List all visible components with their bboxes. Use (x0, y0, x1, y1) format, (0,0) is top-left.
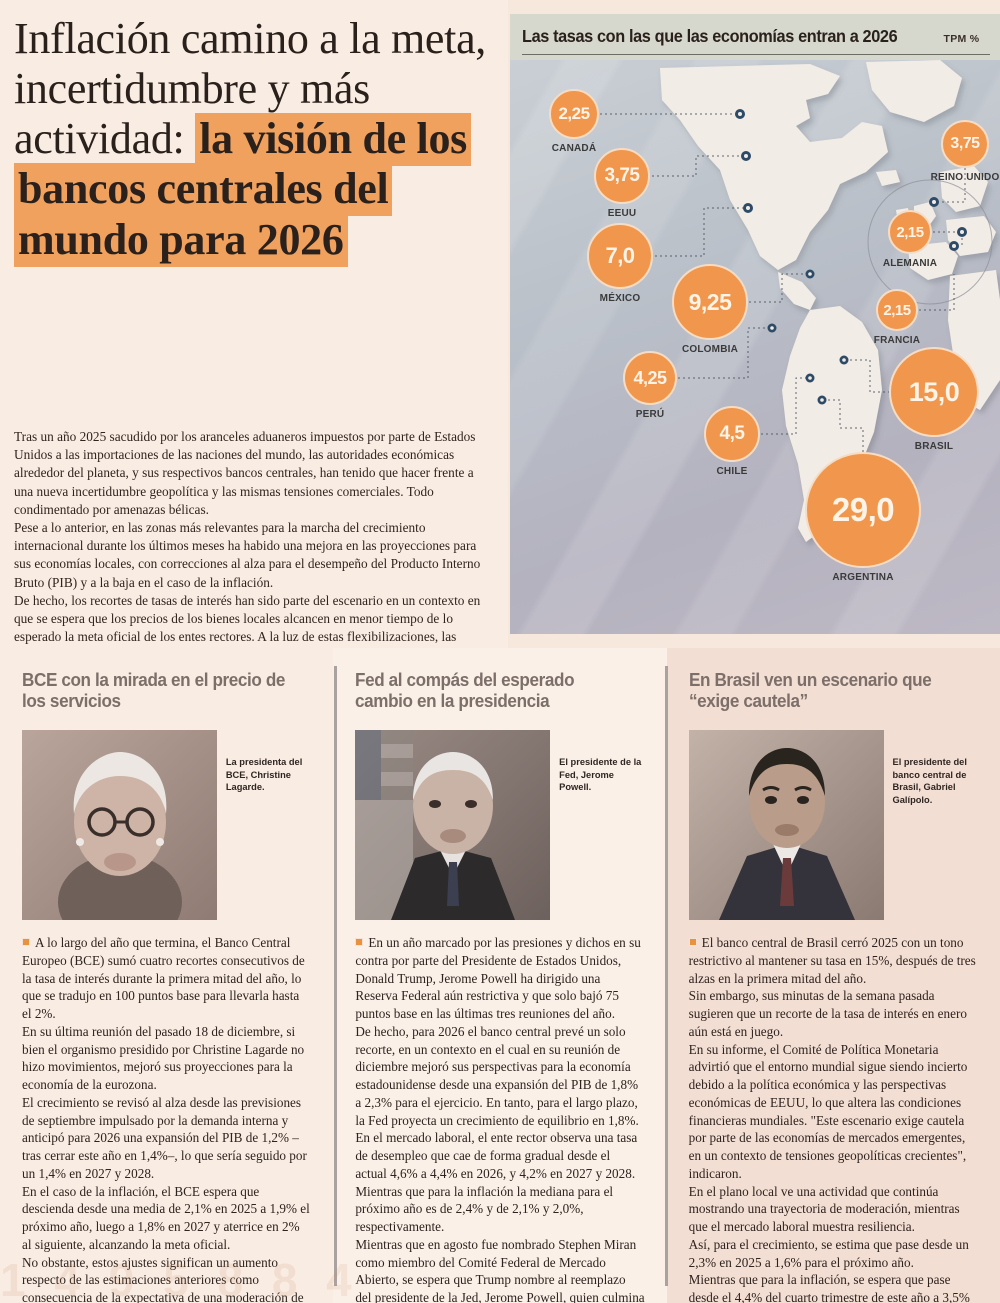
column-body: En un año marcado por las presiones y di… (355, 934, 645, 1303)
map-header: Las tasas con las que las economías entr… (510, 14, 1000, 60)
body-paragraph: Así, para el crecimiento, se estima que … (688, 1236, 969, 1270)
rate-bubble-label: BRASIL (914, 441, 954, 452)
page-title: Inflación camino a la meta, incertidumbr… (14, 14, 492, 267)
rate-bubble-colombia: 9,25 (672, 264, 748, 340)
headline-plain: Inflación camino a la meta, incertidumbr… (14, 14, 487, 164)
body-paragraph: En su informe, el Comité de Política Mon… (688, 1041, 968, 1181)
rate-bubble-canadá: 2,25 (549, 89, 599, 139)
rate-bubble-label: MÉXICO (599, 293, 641, 304)
column-divider (334, 666, 337, 1286)
column-title: En Brasil ven un escenario que “exige ca… (688, 670, 932, 712)
rate-bubble-alemania: 2,15 (888, 210, 932, 254)
intro-paragraph: Tras un año 2025 sacudido por los arance… (14, 429, 476, 517)
body-paragraph: En su última reunión del pasado 18 de di… (22, 1023, 305, 1092)
body-paragraph: De hecho, para 2026 el banco central pre… (355, 1023, 639, 1128)
portrait-galipolo (688, 730, 884, 920)
article-column-brasil: En Brasil ven un escenario que “exige ca… (666, 648, 1000, 1303)
portrait-lagarde (22, 730, 217, 920)
intro-text: Tras un año 2025 sacudido por los arance… (14, 428, 494, 698)
rate-bubble-méxico: 7,0 (587, 223, 653, 289)
rate-bubble-label: ARGENTINA (832, 572, 894, 583)
europe-detail-circle (867, 179, 993, 305)
photo-row: La presidenta del BCE, Christine Lagarde… (22, 730, 311, 920)
rate-bubble-label: FRANCIA (873, 335, 921, 346)
body-paragraph: No obstante, estos ajustes significan un… (22, 1254, 304, 1303)
photo-caption: El presidente del banco central de Brasi… (892, 757, 967, 805)
map-unit-label: TPM % (943, 33, 980, 45)
rate-bubble-label: REINO UNIDO (930, 172, 1000, 183)
rate-bubble-label: CANADÁ (551, 143, 597, 154)
rate-bubble-perú: 4,25 (623, 351, 677, 405)
photo-caption: La presidenta del BCE, Christine Lagarde… (225, 757, 303, 793)
body-paragraph: En el plano local ve una actividad que c… (688, 1183, 960, 1235)
body-paragraph: El banco central de Brasil cerró 2025 co… (688, 934, 978, 987)
rate-bubble-label: PERÚ (635, 409, 665, 420)
body-paragraph: En un año marcado por las presiones y di… (355, 934, 644, 1023)
rates-map-panel: Las tasas con las que las economías entr… (510, 14, 1000, 634)
body-paragraph: Mientras que para la inflación, se esper… (688, 1272, 970, 1303)
bullet-icon (688, 938, 697, 946)
connector-lines (600, 113, 966, 452)
bullet-icon (22, 938, 30, 946)
article-column-fed: Fed al compás del esperado cambio en la … (333, 648, 667, 1303)
column-body: A lo largo del año que termina, el Banco… (22, 934, 311, 1303)
column-title: Fed al compás del esperado cambio en la … (355, 670, 575, 712)
rate-bubble-francia: 2,15 (876, 289, 918, 331)
rate-bubble-label: CHILE (716, 466, 748, 477)
photo-row: El presidente del banco central de Brasi… (688, 730, 978, 920)
capital-dots (735, 109, 967, 405)
landmasses (660, 60, 1000, 542)
top-section: Inflación camino a la meta, incertidumbr… (0, 0, 1000, 696)
rate-bubble-label: EEUU (607, 208, 637, 219)
headline-block: Inflación camino a la meta, incertidumbr… (0, 0, 508, 696)
portrait-powell (355, 730, 551, 920)
body-paragraph: En el caso de la inflación, el BCE esper… (22, 1183, 310, 1252)
articles-section: BCE con la mirada en el precio de los se… (0, 648, 1000, 1303)
intro-paragraph: Pese a lo anterior, en las zonas más rel… (14, 520, 481, 590)
body-paragraph: El crecimiento se revisó al alza desde l… (22, 1094, 307, 1181)
photo-row: El presidente de la Fed, Jerome Powell. (355, 730, 644, 920)
world-map-graphic (600, 60, 1000, 542)
rate-bubble-eeuu: 3,75 (594, 148, 650, 204)
rate-bubble-argentina: 29,0 (805, 452, 921, 568)
bullet-icon (355, 938, 364, 946)
column-title: BCE con la mirada en el precio de los se… (22, 670, 286, 712)
rate-bubble-brasil: 15,0 (889, 347, 979, 437)
map-header-rule (522, 54, 990, 55)
body-paragraph: En el mercado laboral, el ente rector ob… (355, 1130, 638, 1234)
rate-bubble-label: ALEMANIA (882, 258, 938, 269)
rate-bubble-chile: 4,5 (704, 406, 760, 462)
rate-bubble-reino-unido: 3,75 (941, 120, 989, 168)
column-body: El banco central de Brasil cerró 2025 co… (688, 934, 978, 1303)
photo-caption: El presidente de la Fed, Jerome Powell. (559, 757, 642, 793)
body-paragraph: Mientras que en agosto fue nombrado Step… (355, 1236, 645, 1303)
article-column-bce: BCE con la mirada en el precio de los se… (0, 648, 334, 1303)
column-divider (665, 666, 668, 1286)
map-title: Las tasas con las que las economías entr… (522, 26, 898, 46)
rate-bubble-label: COLOMBIA (681, 344, 739, 355)
paragraph-text: En un año marcado por las presiones y di… (355, 935, 641, 1021)
map-canvas: 2,25 CANADÁ 3,75 EEUU 7,0 MÉXICO 9,25 COLOMBIA 4… (510, 60, 1000, 634)
body-paragraph: A lo largo del año que termina, el Banco… (22, 934, 311, 1023)
paragraph-text: A lo largo del año que termina, el Banco… (22, 935, 305, 1021)
body-paragraph: Sin embargo, sus minutas de la semana pa… (688, 988, 967, 1039)
paragraph-text: El banco central de Brasil cerró 2025 co… (688, 935, 976, 986)
